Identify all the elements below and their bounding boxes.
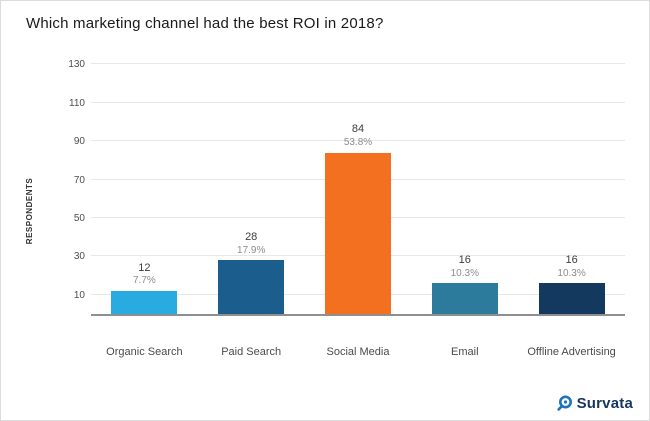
survata-logo: Survata <box>556 394 633 412</box>
bar-value-label: 84 <box>351 123 365 136</box>
gridline <box>91 63 625 65</box>
bar-slot: 84 53.8% <box>305 45 412 314</box>
x-axis-category-labels: Organic Search Paid Search Social Media Ema… <box>91 346 625 358</box>
bar-percent-label: 53.8% <box>343 137 373 149</box>
x-category-label: Organic Search <box>106 346 183 358</box>
bar-value-label: 12 <box>138 261 151 274</box>
x-category-label: Email <box>451 346 479 358</box>
bar-data-labels: 28 17.9% <box>237 231 265 257</box>
y-tick-label: 130 <box>68 59 85 71</box>
x-category-label: Social Media <box>326 346 390 358</box>
bar <box>324 152 391 314</box>
bar <box>218 260 285 314</box>
bar-percent-label: 10.3% <box>557 267 586 279</box>
y-tick-label: 90 <box>73 136 85 148</box>
y-tick-label: 110 <box>69 97 85 109</box>
bar-data-labels: 16 10.3% <box>557 254 585 280</box>
bar-value-label: 16 <box>458 254 471 267</box>
bar-slot: 16 10.3% <box>411 45 518 314</box>
y-axis-label: RESPONDENTS <box>25 177 34 244</box>
y-tick-label: 10 <box>73 289 85 301</box>
bar-data-labels: 84 53.8% <box>344 123 372 149</box>
gridline <box>91 140 625 142</box>
y-tick-label: 70 <box>73 174 85 186</box>
x-category-label: Paid Search <box>221 346 282 358</box>
bars-layer: 12 7.7% 28 17.9% 84 53.8% 16 10.3% 16 10.3% <box>91 45 625 314</box>
bar-slot: 16 10.3% <box>518 45 625 314</box>
bar <box>431 283 498 314</box>
bar-value-label: 16 <box>565 254 578 267</box>
bar-slot: 28 17.9% <box>198 45 305 314</box>
plot-area: 10 30 50 70 90 110 130 12 7.7% 28 17.9% 84 53.8% 16 10… <box>68 45 625 316</box>
bar-data-labels: 16 10.3% <box>451 254 479 280</box>
bar-percent-label: 7.7% <box>133 275 156 287</box>
y-tick-label: 50 <box>73 212 85 224</box>
magnifier-icon <box>556 394 574 412</box>
bar <box>111 290 178 314</box>
x-category-label: Offline Advertising <box>527 346 616 358</box>
bar <box>538 283 605 314</box>
bar-percent-label: 17.9% <box>237 244 266 256</box>
bar-value-label: 28 <box>245 230 258 243</box>
y-tick-label: 30 <box>73 251 85 263</box>
bar-data-labels: 12 7.7% <box>133 262 156 288</box>
bar-slot: 12 7.7% <box>91 45 198 314</box>
chart-title: Which marketing channel had the best ROI… <box>26 15 384 32</box>
survata-logo-text: Survata <box>576 394 633 412</box>
gridline <box>91 101 625 103</box>
bar-percent-label: 10.3% <box>450 267 479 279</box>
